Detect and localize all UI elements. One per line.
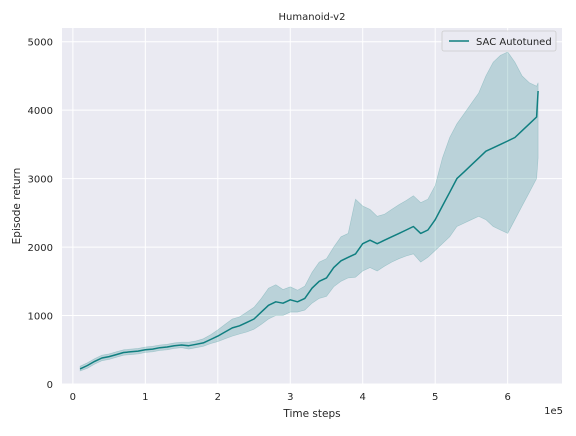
y-tick-labels: 0 1000 2000 3000 4000 5000 xyxy=(28,38,53,391)
confidence-band xyxy=(79,51,539,372)
x-axis-offset-label: 1e5 xyxy=(544,406,563,417)
y-tick-label: 2000 xyxy=(28,243,53,254)
legend-entry-label: SAC Autotuned xyxy=(476,37,552,48)
x-tick-label: 1 xyxy=(142,392,148,403)
x-tick-label: 4 xyxy=(360,392,366,403)
y-tick-label: 1000 xyxy=(28,312,53,323)
series-line xyxy=(79,90,539,370)
x-tick-label: 2 xyxy=(215,392,221,403)
y-tick-label: 0 xyxy=(47,380,53,391)
x-axis-label: Time steps xyxy=(282,408,340,420)
y-axis-label: Episode return xyxy=(11,168,23,245)
grid-lines xyxy=(62,28,562,385)
y-tick-label: 5000 xyxy=(28,38,53,49)
x-tick-label: 0 xyxy=(70,392,76,403)
y-tick-label: 4000 xyxy=(28,106,53,117)
x-tick-label: 5 xyxy=(432,392,438,403)
x-tick-labels: 0 1 2 3 4 5 6 xyxy=(70,392,511,403)
legend: SAC Autotuned xyxy=(441,30,557,52)
x-tick-label: 6 xyxy=(504,392,510,403)
legend-box xyxy=(441,30,557,52)
y-tick-label: 3000 xyxy=(28,175,53,186)
chart-title: Humanoid-v2 xyxy=(279,12,346,23)
x-tick-label: 3 xyxy=(287,392,293,403)
